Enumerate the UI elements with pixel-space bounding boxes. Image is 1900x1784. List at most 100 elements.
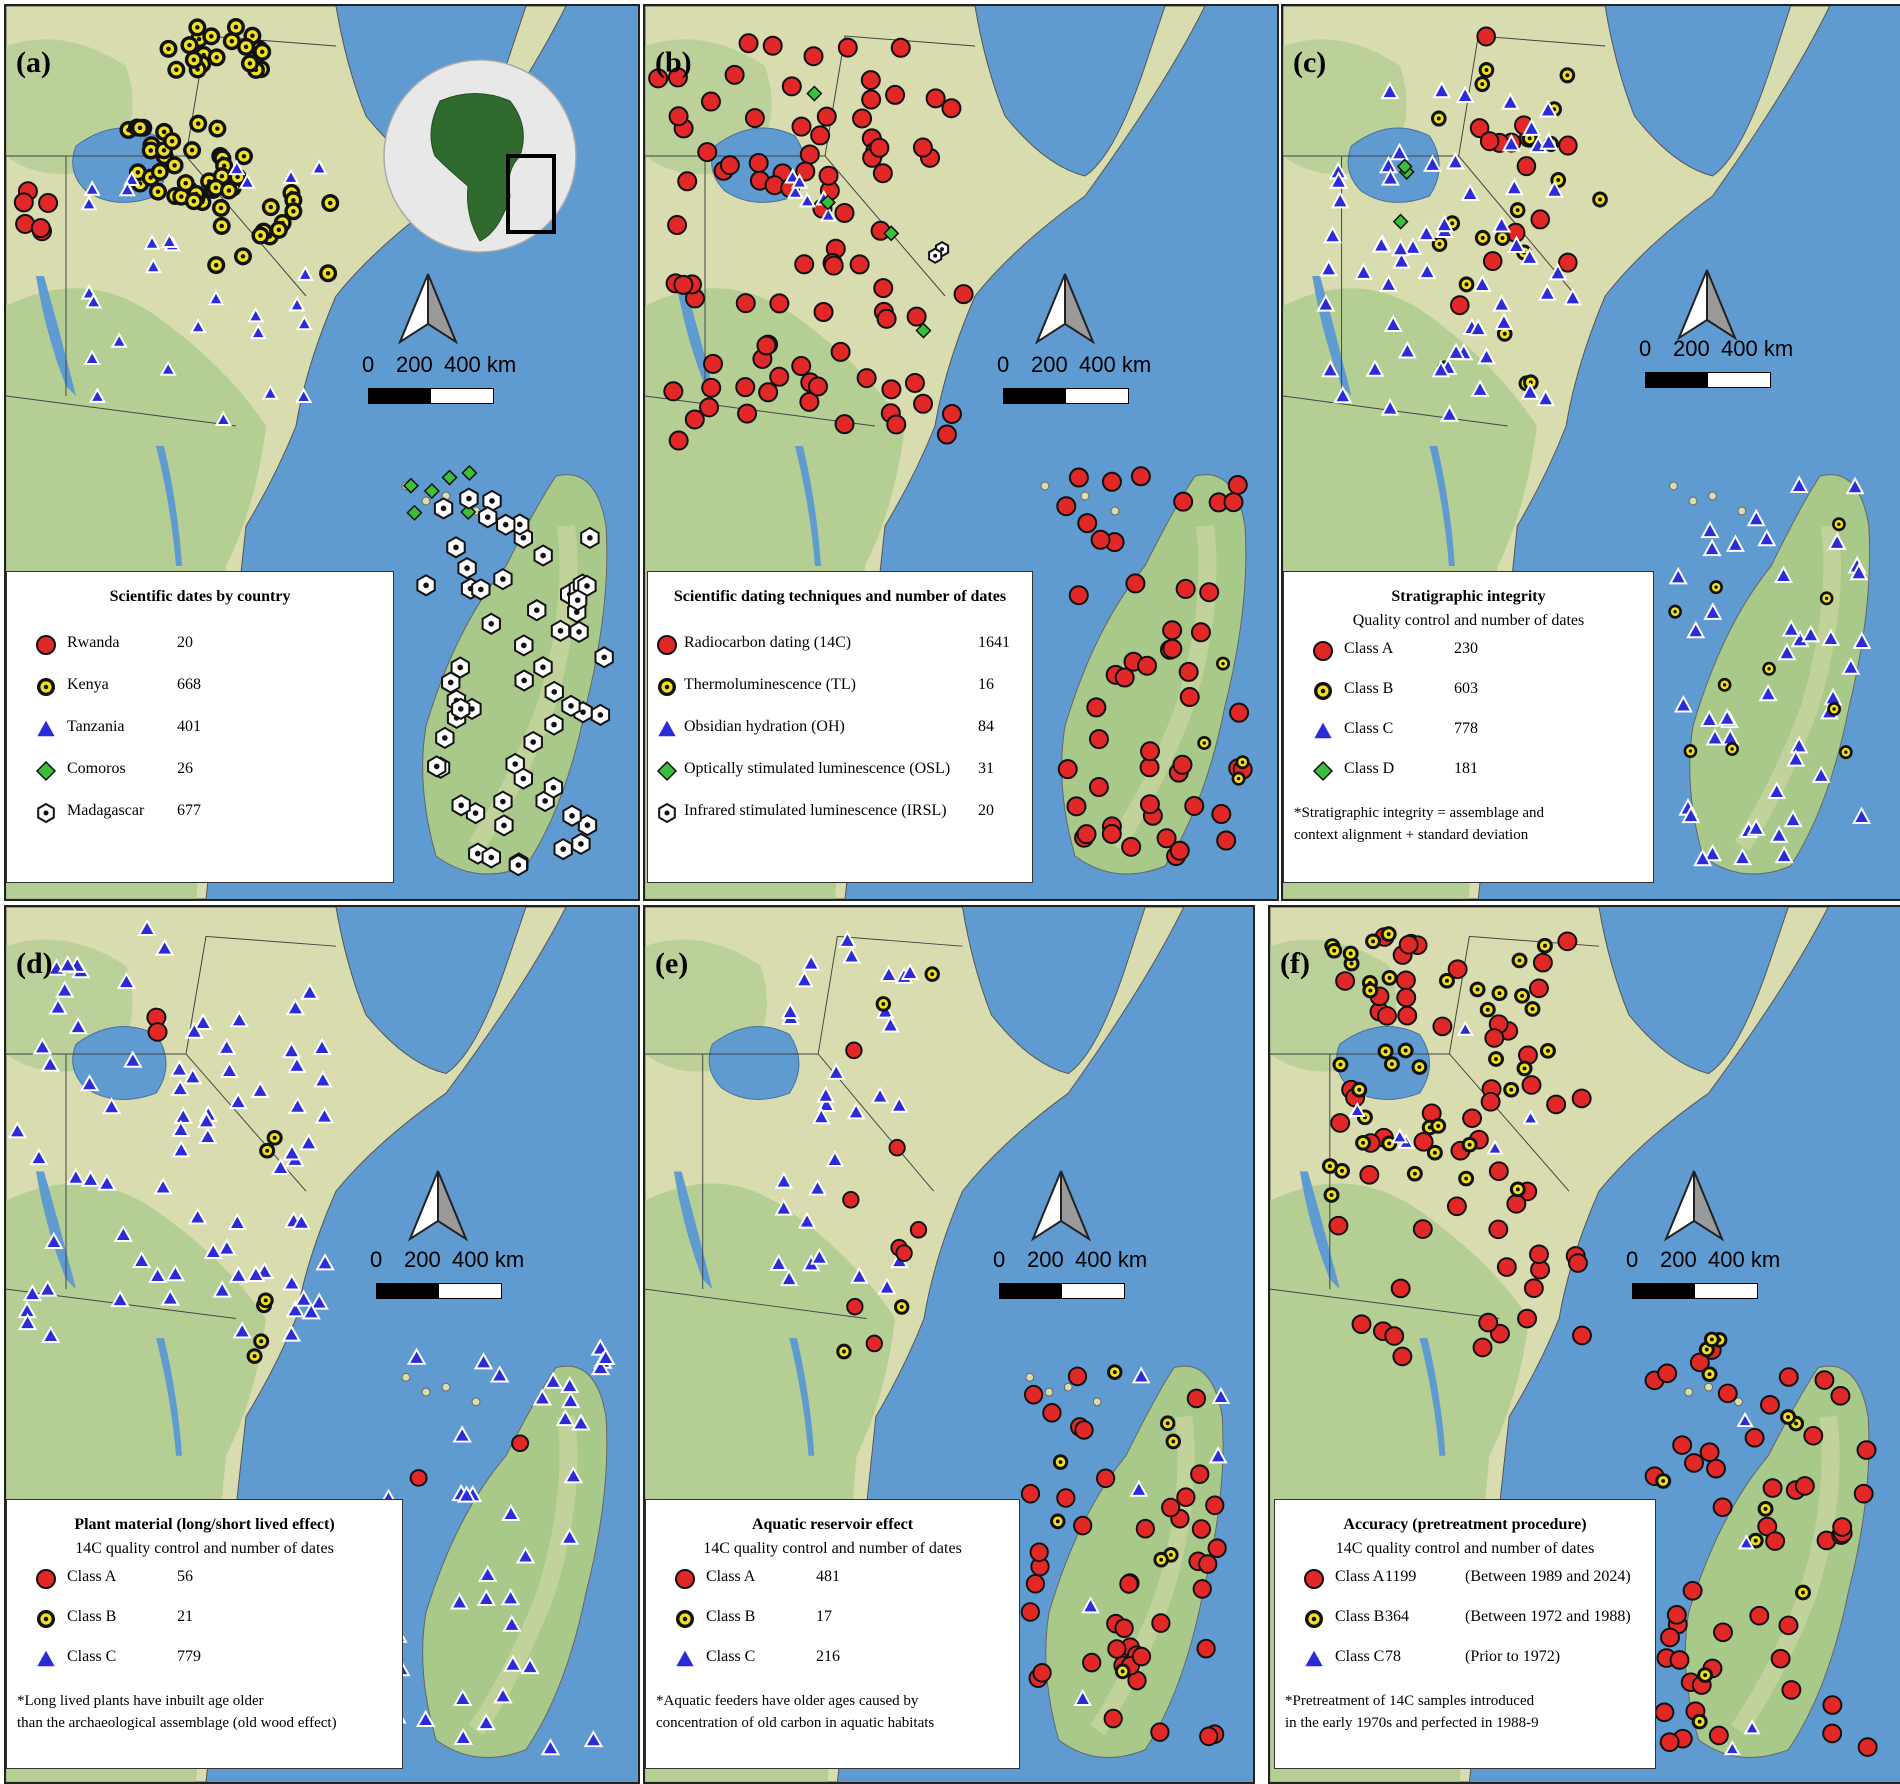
scale-label: 400 km <box>452 1247 525 1272</box>
site-point-circle-red <box>735 377 756 398</box>
site-point-circle-red <box>1832 1517 1853 1537</box>
site-point-triangle-blue <box>870 1086 890 1104</box>
site-point-circle-red <box>1794 1476 1815 1496</box>
site-point-circle-yellow <box>836 1343 852 1360</box>
site-point-triangle-blue <box>1500 92 1520 110</box>
site-point-circle-yellow <box>176 174 195 193</box>
site-point-triangle-blue <box>826 1062 846 1080</box>
site-point-triangle-blue <box>1208 1446 1228 1464</box>
site-point-triangle-blue <box>797 1211 817 1229</box>
legend-symbol-icon <box>675 1569 695 1589</box>
site-point-circle-red <box>38 192 59 213</box>
site-point-circle-red <box>1096 1468 1116 1489</box>
north-arrow-icon <box>1034 273 1096 345</box>
site-point-triangle-blue <box>314 1106 335 1124</box>
site-point-circle-red <box>1101 471 1122 492</box>
site-point-circle-red <box>1506 1194 1527 1214</box>
site-point-triangle-blue <box>560 1390 581 1409</box>
site-point-diamond-green <box>1392 213 1409 230</box>
site-point-triangle-blue <box>1329 171 1349 189</box>
site-point-circle-red <box>756 335 777 356</box>
site-point-circle-red <box>1161 1497 1181 1518</box>
site-point-diamond-green <box>423 482 440 500</box>
legend-note: (Between 1989 and 2024) <box>1465 1568 1631 1585</box>
site-point-circle-yellow <box>1725 741 1739 756</box>
site-point-triangle-blue <box>406 1347 427 1365</box>
site-point-circle-yellow <box>1523 374 1539 391</box>
legend-row: Class A 230 <box>1284 640 1653 664</box>
site-point-circle-red <box>1216 830 1237 851</box>
site-point-triangle-blue <box>68 1016 88 1035</box>
site-point-circle-red <box>1856 1440 1877 1460</box>
site-point-circle-red <box>677 171 698 192</box>
site-point-circle-yellow <box>1153 1551 1169 1568</box>
scale-label: 0 <box>1639 336 1652 361</box>
legend-symbol-icon <box>676 1610 694 1628</box>
site-point-triangle-blue <box>285 1300 305 1318</box>
site-point-circle-yellow <box>1431 236 1448 253</box>
site-point-circle-yellow <box>1458 1170 1475 1187</box>
site-point-circle-yellow <box>1334 1163 1350 1179</box>
legend-name: Tanzania <box>67 718 125 735</box>
site-point-circle-yellow <box>1479 1001 1496 1018</box>
site-point-circle-red <box>147 1022 168 1042</box>
site-point-circle-yellow <box>1827 702 1841 717</box>
site-point-circle-red <box>1067 1366 1088 1387</box>
legend-symbol-icon <box>1314 682 1332 700</box>
site-point-triangle-blue <box>1801 624 1821 643</box>
site-point-triangle-blue <box>1757 528 1777 547</box>
map-legend: Scientific dates by country Rwanda 20 Kenya… <box>6 571 394 883</box>
site-point-hexagon-white <box>928 247 943 264</box>
site-point-circle-yellow <box>266 1129 283 1146</box>
legend-count: 56 <box>177 1568 193 1585</box>
site-point-triangle-blue <box>1380 398 1400 416</box>
site-point-triangle-blue <box>1769 825 1789 843</box>
site-point-triangle-blue <box>1522 118 1542 136</box>
site-point-hexagon-white <box>481 846 501 869</box>
site-point-circle-yellow <box>1474 76 1491 93</box>
site-point-circle-red <box>648 68 669 89</box>
site-point-circle-red <box>1205 1495 1225 1516</box>
site-point-triangle-blue <box>1849 562 1869 581</box>
site-point-circle-red <box>1190 622 1211 643</box>
site-point-triangle-blue <box>228 1091 248 1110</box>
site-point-circle-yellow <box>1326 942 1343 959</box>
site-point-circle-red <box>1211 804 1232 825</box>
site-point-circle-red <box>816 106 837 127</box>
site-point-triangle-blue <box>232 1321 252 1339</box>
site-point-triangle-blue <box>1700 520 1720 539</box>
site-point-triangle-blue <box>1365 359 1385 377</box>
map-panel-e: (e) 0 200 400 km Aquatic reservoir effect 14C… <box>643 905 1255 1784</box>
site-point-circle-red <box>758 382 779 403</box>
site-point-circle-red <box>703 353 724 374</box>
site-point-circle-yellow <box>1511 952 1528 969</box>
site-point-triangle-blue <box>101 1097 122 1115</box>
site-point-triangle-blue <box>1316 294 1336 312</box>
site-point-circle-yellow <box>1839 745 1853 760</box>
site-point-circle-red <box>701 377 722 398</box>
site-point-triangle-blue <box>29 1147 49 1166</box>
site-point-triangle-blue <box>1504 177 1524 196</box>
site-point-circle-red <box>724 64 745 85</box>
site-point-circle-red <box>1330 1113 1351 1133</box>
site-point-circle-red <box>667 67 688 88</box>
site-point-triangle-blue <box>247 306 265 323</box>
site-point-circle-red <box>823 255 844 276</box>
site-point-triangle-blue <box>1492 214 1512 233</box>
site-point-circle-red <box>1657 1363 1678 1384</box>
site-point-hexagon-white <box>471 578 491 601</box>
site-point-circle-red <box>1199 582 1220 603</box>
site-point-triangle-blue <box>779 1268 799 1287</box>
site-point-triangle-blue <box>17 1312 38 1331</box>
site-point-circle-red <box>1335 971 1356 991</box>
site-point-circle-red <box>1482 251 1503 272</box>
site-point-triangle-blue <box>147 1265 168 1284</box>
site-point-circle-red <box>1068 467 1089 488</box>
site-point-hexagon-white <box>523 730 543 754</box>
site-point-circle-red <box>1469 118 1490 139</box>
site-point-circle-red <box>1476 26 1496 47</box>
legend-name: Madagascar <box>67 802 145 819</box>
site-point-circle-yellow <box>212 216 231 235</box>
site-point-circle-red <box>737 403 758 424</box>
site-point-circle-red <box>1571 1088 1592 1109</box>
